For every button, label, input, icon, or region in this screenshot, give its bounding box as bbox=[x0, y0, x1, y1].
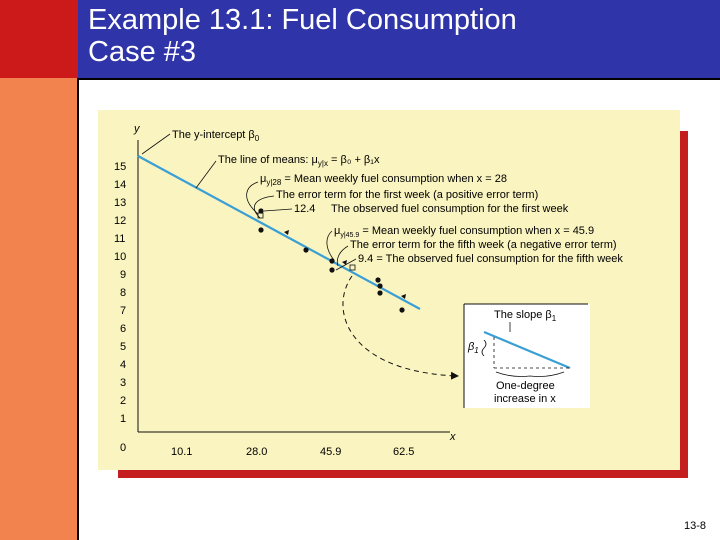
y-tick-label: 3 bbox=[120, 377, 126, 389]
y-tick-label: 14 bbox=[114, 179, 126, 191]
error-first-pointer bbox=[254, 195, 275, 219]
mean-45-9-subscript: y|45.9 bbox=[340, 232, 359, 239]
mean-45-9-annotation: μy|45.9 = Mean weekly fuel consumption w… bbox=[334, 225, 594, 239]
mean-45-9-text: = Mean weekly fuel consumption when x = … bbox=[359, 225, 594, 237]
x-tick-label: 45.9 bbox=[320, 446, 341, 458]
observed-first-pointer bbox=[263, 208, 293, 212]
slide-title-line-2: Case #3 bbox=[88, 36, 197, 68]
line-of-means bbox=[137, 155, 421, 310]
y-tick-label: 5 bbox=[120, 341, 126, 353]
data-point bbox=[329, 267, 335, 273]
data-point bbox=[375, 277, 381, 283]
y-tick-label: 0 bbox=[120, 442, 126, 454]
y-tick-label: 7 bbox=[120, 305, 126, 317]
inset-increase-line-1: One-degree bbox=[496, 380, 555, 392]
data-point bbox=[399, 307, 405, 313]
y-tick-label: 15 bbox=[114, 161, 126, 173]
red-corner-block bbox=[0, 0, 78, 78]
data-point bbox=[377, 283, 383, 289]
line-of-means-equation: = β₀ + β₁x bbox=[328, 154, 380, 166]
line-arrow-marks bbox=[284, 230, 406, 299]
y-axis-label: y bbox=[133, 123, 141, 135]
inset-beta-subscript: 1 bbox=[474, 346, 478, 355]
inset-beta-label: β bbox=[467, 341, 475, 353]
observed-first-value: 12.4 bbox=[294, 203, 315, 215]
y-tick-label: 10 bbox=[114, 251, 126, 263]
title-bar: Example 13.1: Fuel Consumption Case #3 bbox=[78, 0, 720, 80]
observed-fifth-annotation: 9.4 = The observed fuel consumption for … bbox=[358, 253, 623, 265]
data-point bbox=[258, 227, 264, 233]
inset-connector bbox=[342, 275, 459, 380]
mean-28-text: = Mean weekly fuel consumption when x = … bbox=[281, 173, 507, 185]
regression-figure: y x 0 1 2 3 4 5 6 7 8 9 10 11 12 13 14 1… bbox=[98, 110, 688, 478]
line-of-means-pointer bbox=[195, 160, 217, 189]
data-point bbox=[303, 247, 309, 253]
data-points bbox=[258, 208, 405, 313]
x-tick-label: 10.1 bbox=[171, 446, 192, 458]
y-tick-label: 11 bbox=[114, 233, 125, 245]
inset-slope-subscript: 1 bbox=[552, 314, 557, 323]
page-number: 13-8 bbox=[683, 520, 706, 532]
error-fifth-pointer bbox=[336, 245, 349, 267]
inset-regression-line bbox=[483, 330, 571, 370]
mean-45-9-symbol: μ bbox=[334, 225, 340, 237]
inset-beta-brace bbox=[481, 339, 487, 357]
observed-fifth-pointer bbox=[335, 258, 357, 271]
x-axis-label: x bbox=[449, 431, 456, 443]
y-tick-label: 8 bbox=[120, 287, 126, 299]
mean-28-annotation: μy|28 = Mean weekly fuel consumption whe… bbox=[260, 173, 507, 187]
y-tick-label: 2 bbox=[120, 395, 126, 407]
mean-28-pointer bbox=[246, 181, 259, 215]
intercept-subscript: 0 bbox=[255, 134, 260, 143]
regression-chart: y x 0 1 2 3 4 5 6 7 8 9 10 11 12 13 14 1… bbox=[98, 110, 688, 478]
data-point bbox=[377, 290, 383, 296]
figure-background bbox=[98, 110, 680, 470]
x-tick-label: 62.5 bbox=[393, 446, 414, 458]
error-fifth-annotation: The error term for the fifth week (a neg… bbox=[350, 239, 617, 251]
inset-slope-label: The slope β bbox=[494, 309, 552, 321]
line-of-means-subscript: y|x bbox=[318, 159, 328, 168]
line-of-means-annotation: The line of means: μy|x = β₀ + β₁x bbox=[218, 154, 380, 168]
intercept-annotation: The y-intercept β0 bbox=[172, 129, 260, 143]
slide-title-line-1: Example 13.1: Fuel Consumption bbox=[88, 4, 517, 36]
mean-28-symbol: μ bbox=[260, 173, 266, 185]
mean-28-subscript: y|28 bbox=[266, 178, 282, 187]
y-tick-label: 13 bbox=[114, 197, 126, 209]
left-accent-bar bbox=[0, 78, 79, 540]
data-point bbox=[258, 208, 264, 214]
y-tick-label: 12 bbox=[114, 215, 126, 227]
y-tick-label: 9 bbox=[120, 269, 126, 281]
mean-marker-45-9 bbox=[349, 264, 356, 271]
intercept-pointer bbox=[141, 133, 171, 155]
intercept-label: The y-intercept β bbox=[172, 129, 255, 141]
x-tick-label: 28.0 bbox=[246, 446, 267, 458]
inset-run-brace bbox=[495, 371, 565, 377]
inset-increase-line-2: increase in x bbox=[494, 393, 556, 405]
y-tick-label: 1 bbox=[120, 413, 126, 425]
observed-first-text: The observed fuel consumption for the fi… bbox=[331, 203, 569, 215]
inset-slope-annotation: The slope β1 bbox=[494, 309, 557, 323]
line-of-means-label: The line of means: μ bbox=[218, 154, 318, 166]
inset-panel-cover bbox=[464, 304, 590, 408]
error-first-annotation: The error term for the first week (a pos… bbox=[276, 189, 538, 201]
inset-beta-annotation: β1 bbox=[467, 341, 479, 355]
mean-45-9-pointer bbox=[326, 230, 335, 261]
slide-title: Example 13.1: Fuel Consumption Case #3 bbox=[88, 4, 517, 68]
y-tick-label: 4 bbox=[120, 359, 126, 371]
y-tick-label: 6 bbox=[120, 323, 126, 335]
